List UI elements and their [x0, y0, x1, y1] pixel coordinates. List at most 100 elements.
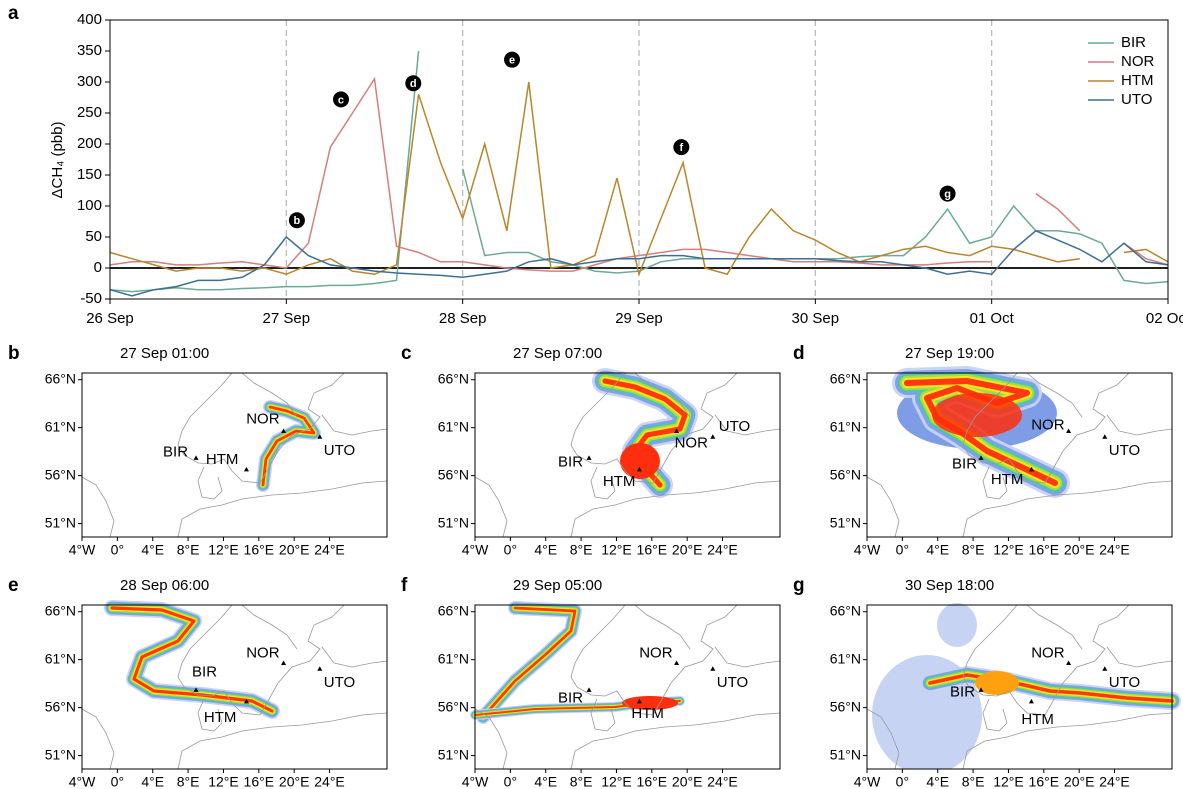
- plume: [937, 603, 977, 647]
- coastline: [866, 476, 900, 538]
- y-tick-label: 51°N: [45, 514, 76, 530]
- y-tick-label: 56°N: [830, 698, 861, 714]
- coastline: [81, 476, 115, 538]
- y-tick-label: 61°N: [45, 650, 76, 666]
- station-marker: [281, 660, 287, 666]
- station-marker: [586, 687, 592, 692]
- station-label: NOR: [1031, 416, 1065, 433]
- station-label: NOR: [246, 644, 280, 661]
- map-title: 28 Sep 06:00: [120, 577, 209, 594]
- station-label: NOR: [246, 410, 280, 427]
- annotation-label: b: [294, 215, 301, 227]
- map-title: 30 Sep 18:00: [905, 577, 994, 594]
- coastline: [197, 698, 223, 732]
- x-tick-label: 16°E: [1029, 542, 1060, 558]
- legend-label: UTO: [1121, 91, 1152, 108]
- station-label: UTO: [324, 442, 355, 459]
- map-title: 27 Sep 07:00: [513, 345, 602, 362]
- y-tick-label: 50: [85, 228, 102, 245]
- plume: [928, 673, 1174, 703]
- x-tick-label: 4°W: [462, 774, 489, 789]
- coastline: [474, 708, 508, 770]
- map-title: 27 Sep 19:00: [905, 345, 994, 362]
- coastline: [81, 708, 115, 770]
- y-tick-label: 56°N: [438, 466, 469, 482]
- x-tick-label: 4°E: [141, 542, 164, 558]
- x-tick-label: 8°E: [962, 542, 985, 558]
- x-tick-label: 0°: [504, 542, 517, 558]
- x-tick-label: 02 Oct: [1146, 310, 1183, 327]
- annotation-marker: [288, 212, 305, 229]
- coastline: [1106, 414, 1173, 436]
- x-tick-label: 4°E: [534, 774, 557, 789]
- coastline: [1106, 646, 1173, 668]
- station-label: HTM: [206, 451, 239, 468]
- coastline: [241, 604, 298, 650]
- x-tick-label: 24°E: [314, 774, 345, 789]
- coastline: [197, 466, 223, 500]
- x-tick-label: 24°E: [707, 542, 738, 558]
- y-tick-label: 56°N: [45, 466, 76, 482]
- y-tick-label: 61°N: [438, 418, 469, 434]
- station-label: BIR: [192, 663, 217, 680]
- station-marker: [674, 428, 680, 434]
- y-tick-label: 300: [77, 73, 102, 90]
- panel-label: d: [793, 343, 805, 364]
- coastline: [570, 712, 781, 770]
- plume: [261, 405, 316, 487]
- y-tick-label: 61°N: [45, 418, 76, 434]
- y-tick-label: 51°N: [438, 514, 469, 530]
- x-tick-label: 24°E: [1099, 774, 1130, 789]
- station-marker: [1028, 466, 1034, 472]
- y-tick-label: 56°N: [45, 698, 76, 714]
- station-marker: [636, 698, 642, 704]
- y-tick-label: 51°N: [438, 746, 469, 762]
- x-tick-label: 8°E: [177, 774, 200, 789]
- x-tick-label: 28 Sep: [439, 310, 487, 327]
- station-label: NOR: [675, 434, 709, 451]
- annotation-marker: [673, 139, 690, 156]
- panel-label: e: [8, 575, 19, 596]
- x-tick-label: 8°E: [962, 774, 985, 789]
- x-tick-label: 16°E: [637, 542, 668, 558]
- panel-label: g: [793, 575, 805, 596]
- station-label: HTM: [603, 473, 636, 490]
- station-label: BIR: [950, 683, 975, 700]
- coastline: [570, 480, 781, 538]
- coastline: [1026, 372, 1083, 418]
- x-tick-label: 0°: [896, 774, 909, 789]
- annotation-label: f: [679, 142, 683, 154]
- station-marker: [1028, 698, 1034, 704]
- coastline: [962, 712, 1173, 770]
- x-tick-label: 4°E: [926, 774, 949, 789]
- station-marker: [243, 466, 249, 472]
- station-label: UTO: [324, 674, 355, 691]
- station-label: HTM: [991, 471, 1024, 488]
- coastline: [474, 476, 508, 538]
- station-marker: [193, 455, 199, 460]
- coastline: [590, 466, 616, 500]
- annotation-marker: [405, 75, 422, 92]
- y-tick-label: 51°N: [45, 746, 76, 762]
- coastline: [321, 414, 388, 436]
- coastline: [177, 480, 388, 538]
- x-tick-label: 27 Sep: [263, 310, 311, 327]
- station-label: BIR: [558, 453, 583, 470]
- station-label: NOR: [1031, 644, 1065, 661]
- coastline: [634, 372, 691, 418]
- station-marker: [710, 434, 716, 439]
- panel-label: f: [401, 575, 408, 596]
- station-marker: [1102, 434, 1108, 439]
- coastline: [962, 372, 1130, 484]
- y-tick-label: 100: [77, 197, 102, 214]
- map-frame: [866, 372, 1173, 538]
- station-marker: [586, 455, 592, 460]
- y-tick-label: 56°N: [830, 466, 861, 482]
- x-tick-label: 4°W: [854, 774, 881, 789]
- x-tick-label: 0°: [111, 774, 124, 789]
- y-tick-label: 150: [77, 166, 102, 183]
- station-marker: [710, 666, 716, 671]
- coastline: [866, 708, 900, 770]
- x-tick-label: 16°E: [637, 774, 668, 789]
